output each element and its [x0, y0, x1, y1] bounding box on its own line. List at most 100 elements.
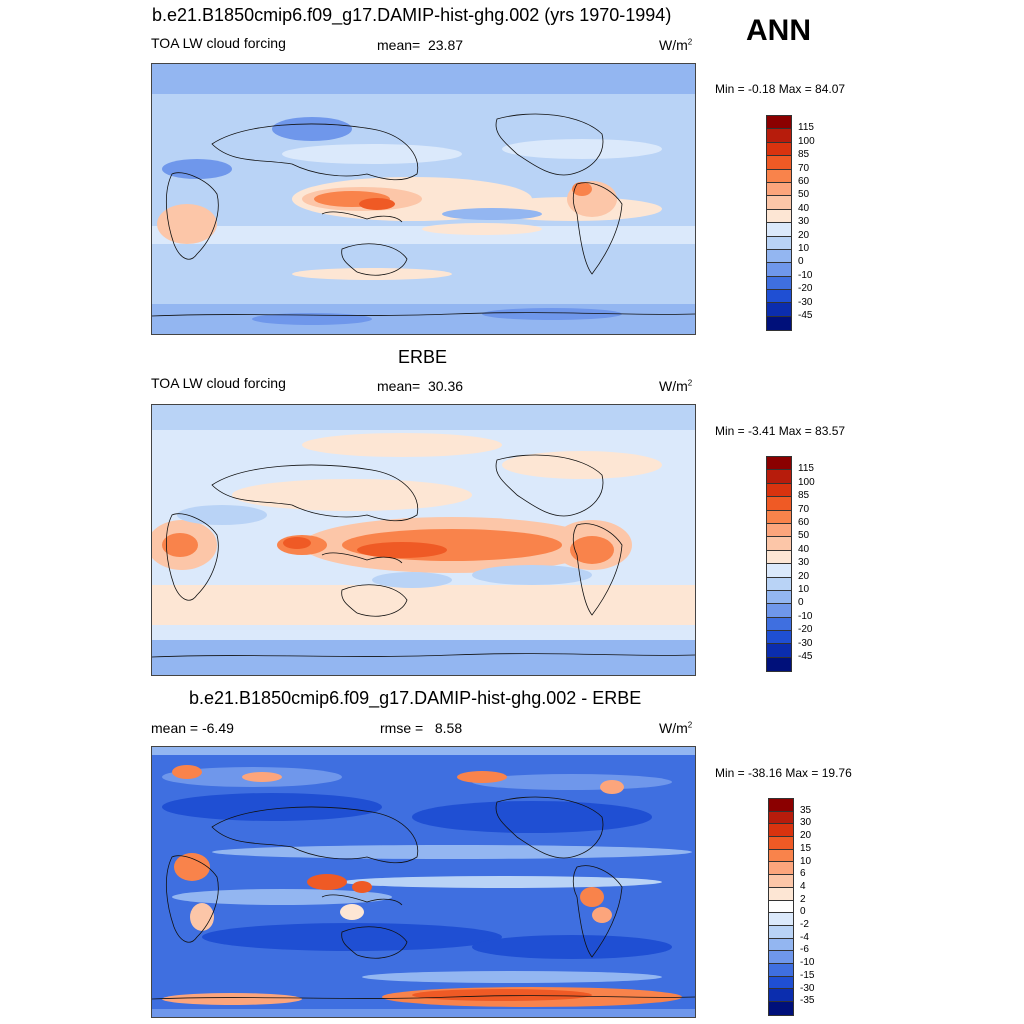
panel-2-units-exp: 2 — [687, 378, 693, 388]
colorbar-swatch — [767, 169, 791, 183]
colorbar-tick-label: 100 — [798, 476, 815, 488]
colorbar-tick-label: -2 — [800, 919, 809, 930]
panel-1-title: b.e21.B1850cmip6.f09_g17.DAMIP-hist-ghg.… — [152, 5, 672, 25]
colorbar-tick-label: 20 — [800, 830, 812, 842]
colorbar-tick-label: 35 — [800, 804, 812, 816]
colorbar-swatch — [767, 457, 791, 471]
panel-3-min-max: Min = -38.16 Max = 19.76 — [715, 766, 852, 780]
colorbar-swatch — [767, 156, 791, 170]
panel-3-mean: mean = -6.49 — [151, 720, 234, 736]
colorbar-swatch — [769, 862, 793, 876]
panel-2-map — [151, 404, 696, 676]
colorbar-swatch — [767, 631, 791, 645]
colorbar-swatch — [767, 564, 791, 578]
colorbar-swatch — [769, 875, 793, 888]
colorbar-swatch — [767, 497, 791, 511]
colorbar-swatch — [769, 938, 793, 952]
panel-1-mean-label: mean= — [377, 37, 421, 53]
colorbar-swatch — [767, 316, 791, 331]
panel-3-colorbar — [768, 798, 794, 1016]
colorbar-swatch — [767, 209, 791, 224]
colorbar-swatch — [769, 989, 793, 1002]
colorbar-swatch — [769, 799, 793, 812]
colorbar-swatch — [769, 811, 793, 825]
colorbar-swatch — [769, 849, 793, 863]
colorbar-swatch — [767, 577, 791, 591]
colorbar-tick-label: -10 — [800, 957, 815, 969]
colorbar-swatch — [767, 470, 791, 484]
colorbar-tick-label: 40 — [798, 543, 810, 555]
colorbar-swatch — [769, 963, 793, 977]
colorbar-tick-label: 85 — [798, 490, 810, 502]
colorbar-tick-label: -10 — [798, 610, 813, 622]
panel-2-units-text: W/m — [659, 378, 688, 394]
panel-1-mean: mean= 23.87 — [377, 37, 463, 53]
season-label: ANN — [746, 14, 811, 47]
colorbar-swatch — [769, 925, 793, 939]
colorbar-swatch — [767, 483, 791, 498]
panel-2-colorbar — [766, 456, 792, 673]
colorbar-tick-label: -20 — [798, 624, 813, 636]
colorbar-tick-label: 20 — [798, 229, 810, 241]
panel-2-mean-label: mean= — [377, 378, 421, 394]
panel-1-min-max: Min = -0.18 Max = 84.07 — [715, 82, 846, 96]
colorbar-tick-label: 40 — [798, 202, 810, 214]
colorbar-tick-label: 115 — [798, 463, 814, 475]
colorbar-tick-label: 30 — [798, 216, 810, 228]
colorbar-tick-label: 70 — [798, 503, 810, 515]
colorbar-tick-label: 10 — [798, 584, 810, 595]
colorbar-tick-label: 30 — [798, 557, 810, 569]
colorbar-swatch — [767, 604, 791, 618]
colorbar-tick-label: -6 — [800, 944, 809, 956]
colorbar-swatch — [767, 657, 791, 672]
colorbar-tick-label: -30 — [798, 637, 813, 649]
panel-1-colorbar — [766, 115, 792, 332]
colorbar-tick-label: 0 — [800, 906, 806, 918]
colorbar-swatch — [769, 887, 793, 901]
colorbar-tick-label: -35 — [800, 995, 815, 1007]
colorbar-tick-label: -15 — [800, 969, 815, 981]
colorbar-swatch — [769, 913, 793, 926]
colorbar-tick-label: 10 — [800, 855, 812, 867]
panel-2-title: ERBE — [398, 347, 448, 367]
panel-3-rmse-label: rmse = — [380, 720, 424, 736]
panel-3-units: W/m2 — [659, 720, 692, 736]
colorbar-tick-label: 60 — [798, 517, 810, 528]
colorbar-swatch — [767, 523, 791, 538]
panel-3-rmse-value: 8.58 — [434, 720, 463, 736]
panel-2-mean: mean= 30.36 — [377, 378, 463, 394]
colorbar-tick-label: 70 — [798, 162, 810, 174]
colorbar-tick-label: 50 — [798, 189, 810, 201]
colorbar-swatch — [769, 837, 793, 850]
panel-1-mean-value: 23.87 — [427, 37, 464, 53]
colorbar-tick-label: -45 — [798, 651, 813, 662]
colorbar-tick-label: 60 — [798, 176, 810, 187]
colorbar-tick-label: 4 — [800, 880, 806, 892]
colorbar-swatch — [767, 142, 791, 157]
panel-2-variable-label: TOA LW cloud forcing — [151, 375, 286, 391]
colorbar-swatch — [767, 510, 791, 524]
colorbar-swatch — [767, 263, 791, 277]
panel-2-units: W/m2 — [659, 378, 692, 394]
colorbar-swatch — [767, 116, 791, 130]
colorbar-tick-label: 6 — [800, 868, 806, 880]
colorbar-tick-label: -20 — [798, 283, 813, 295]
panel-1-map — [151, 63, 696, 335]
colorbar-swatch — [767, 290, 791, 304]
panel-1-units: W/m2 — [659, 37, 692, 53]
colorbar-swatch — [767, 617, 791, 632]
colorbar-swatch — [769, 951, 793, 964]
colorbar-tick-label: 50 — [798, 530, 810, 542]
colorbar-tick-label: 15 — [800, 842, 812, 854]
colorbar-swatch — [767, 276, 791, 291]
colorbar-tick-label: 100 — [798, 135, 815, 147]
colorbar-tick-label: -45 — [798, 310, 813, 321]
colorbar-swatch — [767, 249, 791, 264]
colorbar-tick-label: 30 — [800, 817, 812, 829]
colorbar-tick-label: -4 — [800, 931, 809, 943]
panel-3-units-exp: 2 — [687, 720, 693, 730]
colorbar-swatch — [767, 223, 791, 237]
colorbar-swatch — [767, 537, 791, 551]
panel-2-mean-value: 30.36 — [427, 378, 464, 394]
panel-2-min-max: Min = -3.41 Max = 83.57 — [715, 424, 846, 438]
